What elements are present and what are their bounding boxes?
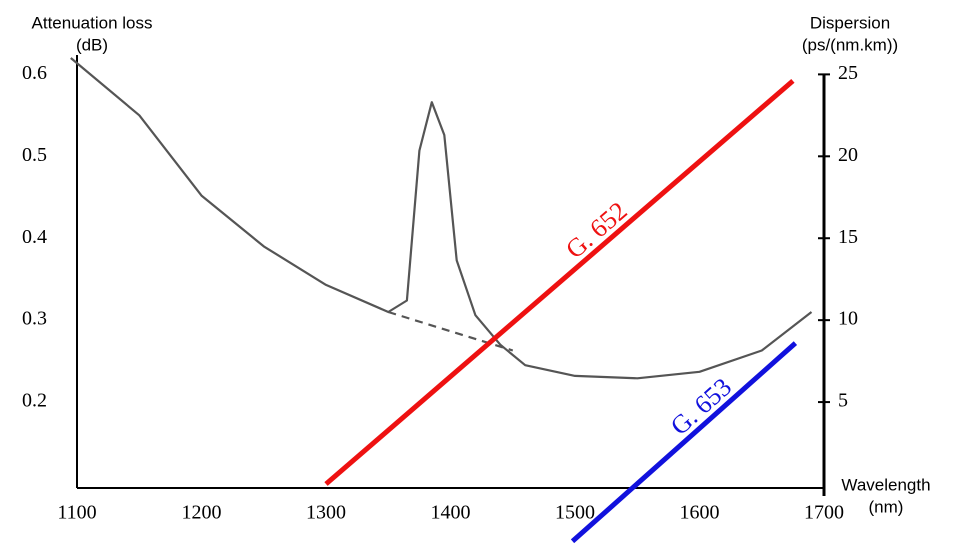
x-tick-label: 1700 [804,502,844,524]
series-line [387,310,514,352]
y-label: (dB) [76,35,108,54]
y-tick-label: 0.2 [22,390,47,412]
y-label: Attenuation loss [32,13,153,32]
x-tick-label: 1400 [431,502,471,524]
x-tick-label: 1500 [555,502,595,524]
y2-tick-label: 25 [838,62,858,84]
series-line [324,79,795,486]
y-tick-label: 0.6 [22,62,47,84]
y-tick-label: 0.5 [22,144,47,166]
y2-label: Dispersion [810,13,890,32]
y2-tick-label: 5 [838,390,848,412]
y2-tick-label: 15 [838,226,858,248]
x-label: (nm) [869,497,904,516]
series-line [70,57,813,380]
y2-tick-label: 20 [838,144,858,166]
y2-tick-label: 10 [838,308,858,330]
x-tick-label: 1100 [57,502,96,524]
x-label: Wavelength [841,475,930,494]
series-line [570,341,798,544]
x-tick-label: 1300 [306,502,346,524]
x-tick-label: 1600 [680,502,720,524]
y2-label: (ps/(nm.km)) [802,35,898,54]
y-tick-label: 0.3 [22,308,47,330]
x-tick-label: 1200 [182,502,222,524]
y-tick-label: 0.4 [22,226,47,248]
